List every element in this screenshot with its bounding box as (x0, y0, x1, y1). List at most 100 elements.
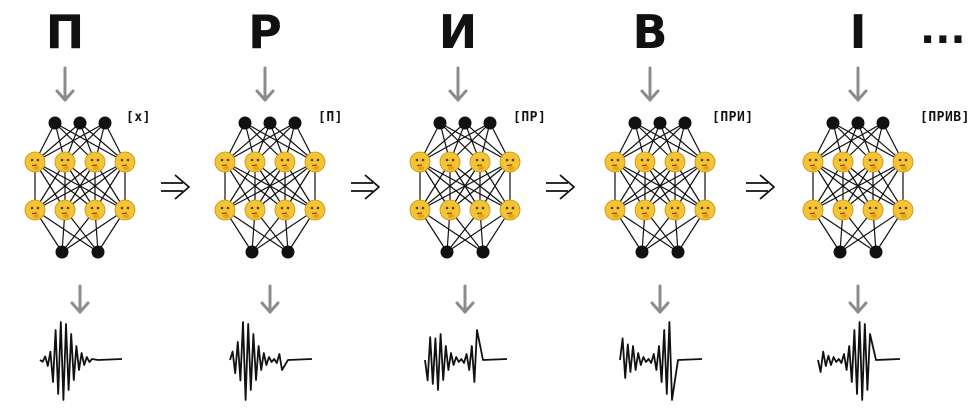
double-arrow-icon (746, 174, 775, 200)
output-node (55, 245, 69, 259)
thinking-face-icon (114, 199, 136, 221)
double-arrow-icon (351, 174, 380, 200)
output-node (476, 245, 490, 259)
thinking-face-icon (604, 151, 626, 173)
neural-network-4 (604, 116, 716, 259)
input-node (98, 116, 112, 130)
thinking-face-icon (634, 199, 656, 221)
double-arrow-icon (546, 174, 575, 200)
down-arrow-icon (640, 66, 660, 102)
output-node (245, 245, 259, 259)
thinking-face-icon (499, 199, 521, 221)
input-node (73, 116, 87, 130)
output-node (440, 245, 454, 259)
context-label-2: [П] (318, 110, 343, 125)
audio-waveform-icon (229, 321, 313, 401)
thinking-face-icon (54, 151, 76, 173)
thinking-face-icon (214, 151, 236, 173)
double-arrow-icon (161, 174, 190, 200)
thinking-face-icon (54, 199, 76, 221)
thinking-face-icon (409, 199, 431, 221)
input-node (653, 116, 667, 130)
thinking-face-icon (274, 151, 296, 173)
continuation-ellipsis: ... (920, 7, 966, 53)
thinking-face-icon (664, 199, 686, 221)
thinking-face-icon (439, 151, 461, 173)
thinking-face-icon (862, 199, 884, 221)
output-letter-4: В (632, 5, 668, 59)
thinking-face-icon (274, 199, 296, 221)
thinking-face-icon (214, 199, 236, 221)
thinking-face-icon (499, 151, 521, 173)
output-node (281, 245, 295, 259)
thinking-face-icon (664, 151, 686, 173)
network-connections (812, 122, 904, 253)
thinking-face-icon (304, 151, 326, 173)
output-letter-5: I (849, 5, 867, 59)
down-arrow-icon (455, 284, 475, 314)
input-node (678, 116, 692, 130)
thinking-face-icon (832, 199, 854, 221)
context-label-5: [ПРИВ] (920, 110, 970, 125)
output-node (91, 245, 105, 259)
input-node (48, 116, 62, 130)
input-node (238, 116, 252, 130)
thinking-face-icon (114, 151, 136, 173)
down-arrow-icon (650, 284, 670, 314)
network-connections (614, 122, 706, 253)
thinking-face-icon (469, 199, 491, 221)
thinking-face-icon (84, 199, 106, 221)
thinking-face-icon (439, 199, 461, 221)
audio-waveform-icon (39, 321, 123, 401)
audio-waveform-icon (424, 329, 508, 391)
input-node (876, 116, 890, 130)
thinking-face-icon (802, 151, 824, 173)
output-letter-3: И (438, 5, 478, 59)
output-node (833, 245, 847, 259)
audio-waveform-icon (619, 321, 703, 401)
input-node (433, 116, 447, 130)
thinking-face-icon (802, 199, 824, 221)
input-node (458, 116, 472, 130)
context-label-3: [ПР] (513, 110, 547, 125)
output-node (635, 245, 649, 259)
thinking-face-icon (694, 151, 716, 173)
down-arrow-icon (260, 284, 280, 314)
neural-network-3 (409, 116, 521, 259)
input-node (483, 116, 497, 130)
thinking-face-icon (832, 151, 854, 173)
context-label-4: [ПРИ] (712, 110, 754, 125)
thinking-face-icon (84, 151, 106, 173)
thinking-face-icon (24, 151, 46, 173)
thinking-face-icon (862, 151, 884, 173)
audio-waveform-icon (817, 321, 901, 401)
input-node (826, 116, 840, 130)
network-connections (419, 122, 511, 253)
output-node (671, 245, 685, 259)
thinking-face-icon (244, 151, 266, 173)
output-node (869, 245, 883, 259)
down-arrow-icon (70, 284, 90, 314)
output-letter-2: Р (248, 5, 282, 59)
context-label-1: [x] (126, 110, 151, 125)
thinking-face-icon (24, 199, 46, 221)
down-arrow-icon (848, 66, 868, 102)
input-node (288, 116, 302, 130)
thinking-face-icon (409, 151, 431, 173)
down-arrow-icon (448, 66, 468, 102)
thinking-face-icon (604, 199, 626, 221)
thinking-face-icon (469, 151, 491, 173)
input-node (263, 116, 277, 130)
thinking-face-icon (244, 199, 266, 221)
input-node (628, 116, 642, 130)
thinking-face-icon (304, 199, 326, 221)
neural-network-5 (802, 116, 914, 259)
thinking-face-icon (694, 199, 716, 221)
thinking-face-icon (892, 151, 914, 173)
thinking-face-icon (892, 199, 914, 221)
neural-network-1 (24, 116, 136, 259)
down-arrow-icon (55, 66, 75, 102)
network-connections (224, 122, 316, 253)
thinking-face-icon (634, 151, 656, 173)
